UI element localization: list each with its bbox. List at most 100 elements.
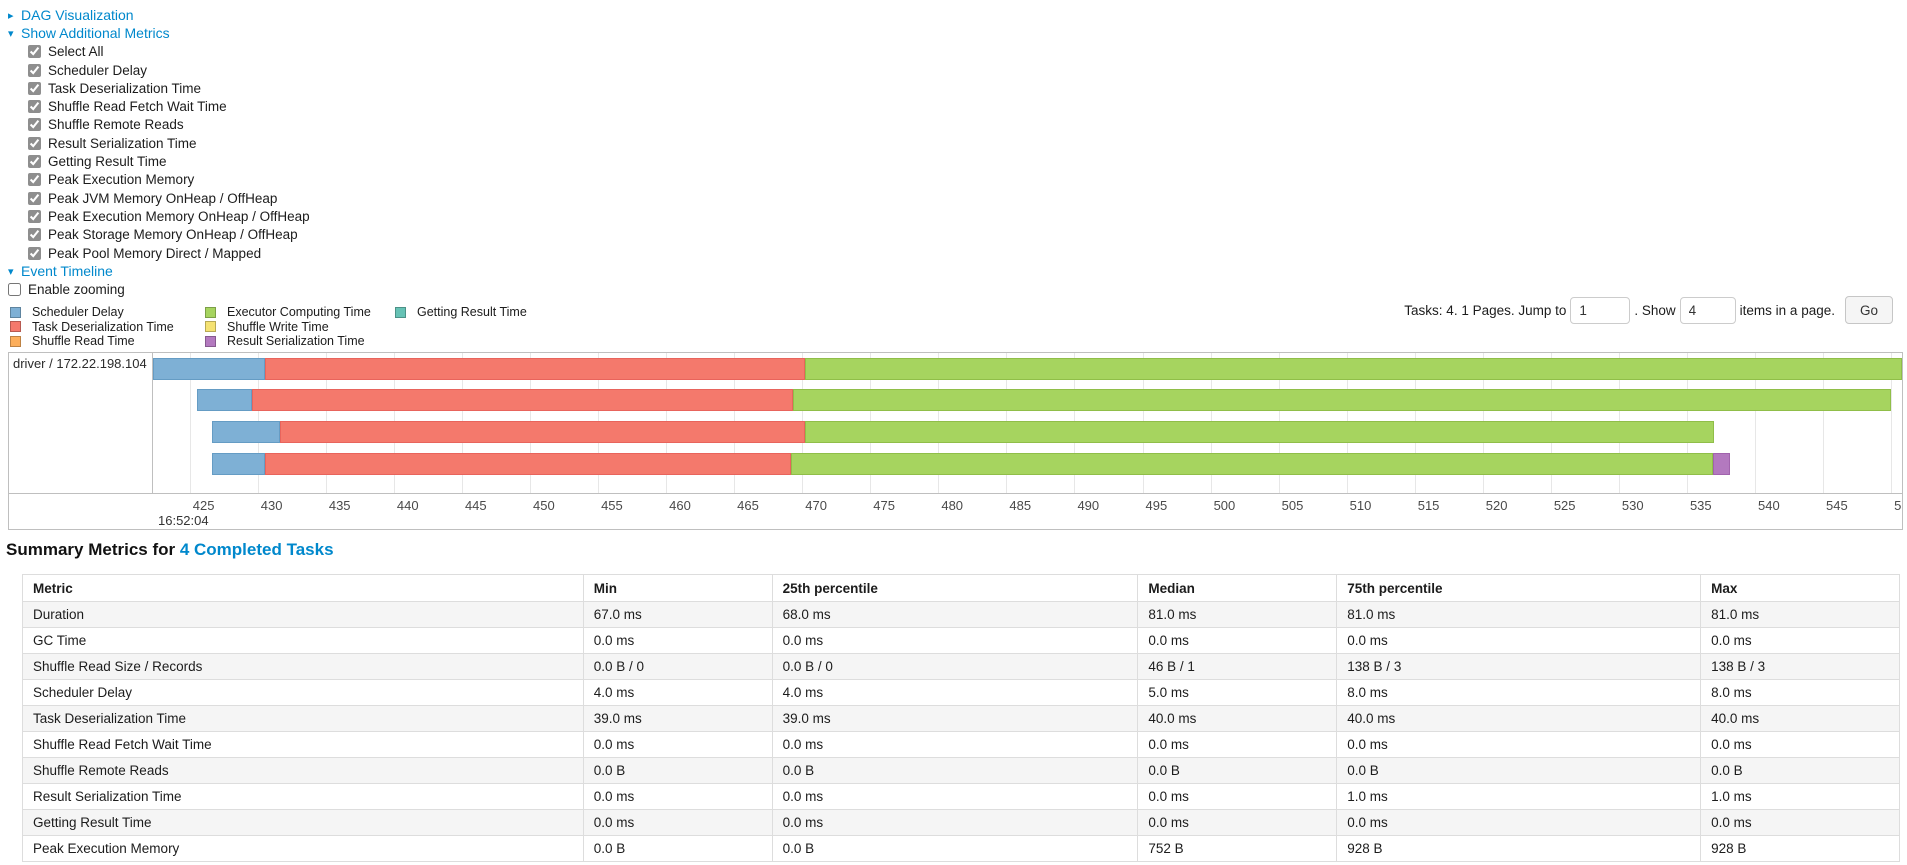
task-segment-result-serialization[interactable] — [1712, 453, 1731, 475]
axis-tick-label: 500 — [1213, 498, 1236, 513]
table-cell: 0.0 ms — [1336, 731, 1702, 758]
dag-visualization-label: DAG Visualization — [21, 7, 134, 24]
task-segment-task-deserialization[interactable] — [252, 389, 793, 411]
table-cell: Shuffle Remote Reads — [22, 757, 584, 784]
table-header-cell: Max — [1700, 574, 1900, 602]
timeline-legend: Scheduler Delay Task Deserialization Time… — [10, 305, 527, 349]
metric-checkbox-label: Getting Result Time — [48, 154, 167, 170]
metric-checkbox[interactable] — [28, 246, 41, 260]
collapsed-arrow-icon: ▸ — [8, 9, 14, 22]
timeline-plot-area — [153, 353, 1902, 493]
task-segment-task-deserialization[interactable] — [264, 358, 805, 380]
task-segment-executor-computing[interactable] — [804, 421, 1715, 443]
legend-item: Getting Result Time — [395, 305, 527, 320]
task-pagination: Tasks: 4. 1 Pages. Jump to . Show items … — [1400, 296, 1893, 324]
table-cell: 4.0 ms — [771, 679, 1139, 706]
axis-tick-label: 510 — [1349, 498, 1372, 513]
metric-checkbox[interactable] — [28, 209, 41, 223]
table-cell: 40.0 ms — [1137, 705, 1338, 732]
completed-tasks-link[interactable]: 4 Completed Tasks — [179, 540, 334, 559]
table-cell: Shuffle Read Size / Records — [22, 653, 584, 680]
table-cell: 8.0 ms — [1700, 679, 1900, 706]
task-segment-scheduler-delay[interactable] — [153, 358, 265, 380]
metric-checkbox[interactable] — [28, 100, 41, 114]
task-segment-scheduler-delay[interactable] — [211, 421, 280, 443]
axis-tick-label: 485 — [1009, 498, 1032, 513]
table-cell: 0.0 ms — [582, 627, 773, 654]
table-cell: 1.0 ms — [1700, 783, 1900, 810]
axis-tick-label: 470 — [805, 498, 827, 513]
table-row: Result Serialization Time 0.0 ms 0.0 ms 0.0… — [22, 783, 1900, 810]
table-cell: 0.0 ms — [1137, 809, 1338, 836]
task-segment-executor-computing[interactable] — [792, 389, 1892, 411]
table-cell: 67.0 ms — [582, 601, 773, 628]
axis-tick-label: 525 — [1553, 498, 1576, 513]
timeline-axis: 425 430 435 440 445 450 455 460 465 470 475 480 485 4… — [9, 493, 1902, 529]
event-timeline-chart: driver / 172.22.198.104 425 430 435 440 445 4… — [8, 352, 1903, 530]
table-cell: Peak Execution Memory — [22, 835, 584, 862]
metric-checkbox[interactable] — [28, 63, 41, 77]
metric-checkbox[interactable] — [28, 228, 41, 242]
table-cell: 1.0 ms — [1336, 783, 1702, 810]
metric-checkbox[interactable] — [28, 136, 41, 150]
legend-label: Shuffle Read Time — [32, 334, 135, 349]
task-segment-task-deserialization[interactable] — [264, 453, 792, 475]
table-cell: 138 B / 3 — [1336, 653, 1702, 680]
metric-checkbox-row: Peak Storage Memory OnHeap / OffHeap — [8, 226, 310, 244]
table-cell: 0.0 ms — [1336, 809, 1702, 836]
axis-tick-label: 505 — [1281, 498, 1304, 513]
table-cell: 5.0 ms — [1137, 679, 1338, 706]
axis-tick-label: 450 — [533, 498, 555, 513]
metric-checkbox-label: Task Deserialization Time — [48, 80, 202, 96]
legend-item: Executor Computing Time — [205, 305, 395, 320]
table-cell: Duration — [22, 601, 584, 628]
metric-checkbox[interactable] — [28, 45, 41, 59]
show-additional-metrics-toggle[interactable]: ▾ Show Additional Metrics — [8, 24, 310, 42]
metric-checkbox[interactable] — [28, 118, 41, 132]
table-cell: Task Deserialization Time — [22, 705, 584, 732]
table-cell: 138 B / 3 — [1700, 653, 1900, 680]
table-cell: 39.0 ms — [771, 705, 1139, 732]
metric-checkbox[interactable] — [28, 81, 41, 95]
axis-tick-label: 515 — [1417, 498, 1440, 513]
axis-tick-label: 545 — [1826, 498, 1848, 513]
dag-visualization-toggle[interactable]: ▸ DAG Visualization — [8, 6, 310, 24]
legend-item: Shuffle Write Time — [205, 320, 395, 335]
items-per-page-input[interactable] — [1679, 296, 1736, 324]
table-cell: 0.0 ms — [771, 809, 1139, 836]
metric-checkbox[interactable] — [28, 191, 41, 205]
jump-to-page-input[interactable] — [1570, 296, 1631, 324]
metric-checkbox-row: Shuffle Read Fetch Wait Time — [8, 97, 310, 115]
gridline — [189, 353, 191, 493]
metric-checkbox-label: Select All — [48, 44, 104, 60]
axis-tick-label: 465 — [737, 498, 759, 513]
legend-item: Scheduler Delay — [10, 305, 205, 320]
axis-tick-label: 530 — [1621, 498, 1644, 513]
task-segment-scheduler-delay[interactable] — [211, 453, 265, 475]
table-cell: 0.0 B — [1700, 757, 1900, 784]
task-segment-scheduler-delay[interactable] — [196, 389, 253, 411]
enable-zooming-checkbox[interactable] — [8, 283, 21, 297]
metric-checkbox[interactable] — [28, 173, 41, 187]
metric-checkbox-label: Scheduler Delay — [48, 62, 148, 78]
event-timeline-label: Event Timeline — [21, 263, 113, 280]
timeline-task-bar — [153, 389, 1902, 411]
metric-checkbox[interactable] — [28, 155, 41, 169]
timeline-group-label: driver / 172.22.198.104 — [9, 353, 153, 493]
table-row: Peak Execution Memory 0.0 B 0.0 B 752 B 928 … — [22, 835, 1900, 862]
enable-zooming-row: Enable zooming — [8, 280, 310, 298]
legend-item: Result Serialization Time — [205, 334, 395, 349]
go-button[interactable]: Go — [1844, 296, 1893, 324]
table-cell: 0.0 ms — [1336, 627, 1702, 654]
table-cell: 928 B — [1700, 835, 1900, 862]
legend-label: Shuffle Write Time — [227, 319, 329, 334]
task-segment-executor-computing[interactable] — [791, 453, 1713, 475]
table-cell: 0.0 ms — [582, 783, 773, 810]
axis-tick-label: 480 — [941, 498, 964, 513]
legend-item: Task Deserialization Time — [10, 320, 205, 335]
event-timeline-toggle[interactable]: ▾ Event Timeline — [8, 262, 310, 280]
task-segment-task-deserialization[interactable] — [279, 421, 805, 443]
task-segment-executor-computing[interactable] — [804, 358, 1902, 380]
expanded-arrow-icon: ▾ — [8, 265, 14, 278]
axis-tick-label: 490 — [1077, 498, 1100, 513]
